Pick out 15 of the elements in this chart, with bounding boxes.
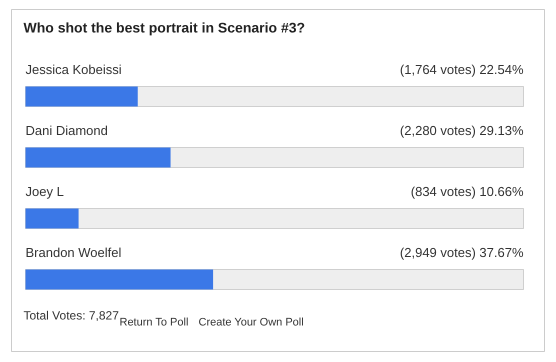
y-tick-label: Jessica Kobeissi bbox=[26, 62, 122, 77]
chart-title: Who shot the best portrait in Scenario #3? bbox=[24, 20, 306, 36]
bar bbox=[26, 208, 79, 228]
bar bbox=[26, 148, 171, 168]
data-label: (2,949 votes) 37.67% bbox=[400, 245, 524, 260]
y-tick-label: Dani Diamond bbox=[26, 123, 108, 138]
data-label: (834 votes) 10.66% bbox=[410, 184, 524, 199]
data-label: (1,764 votes) 22.54% bbox=[400, 62, 524, 77]
text: Create Your Own Poll bbox=[198, 316, 304, 328]
y-tick-label: Brandon Woelfel bbox=[26, 245, 122, 260]
bar bbox=[26, 86, 138, 106]
data-label: (2,280 votes) 29.13% bbox=[400, 123, 524, 138]
y-tick-label: Joey L bbox=[26, 184, 64, 199]
text: Total Votes: 7,827 bbox=[24, 308, 120, 322]
text: Return To Poll bbox=[120, 316, 188, 328]
